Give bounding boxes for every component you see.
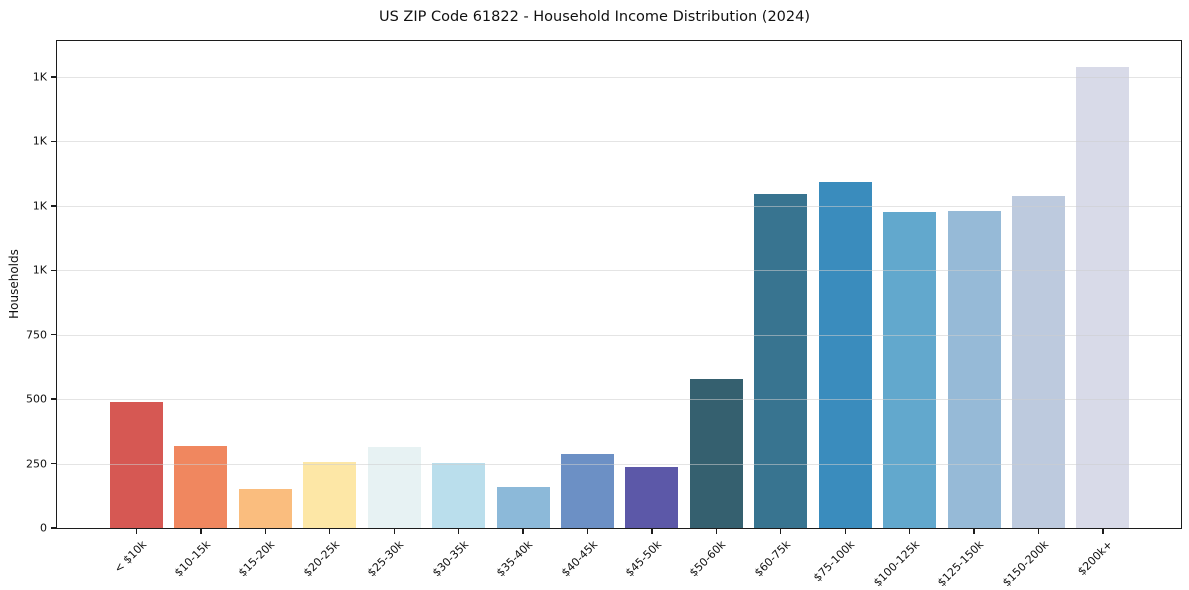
bar-$200k+ [1076,66,1130,528]
x-tick-label: $25-30k [365,538,407,580]
x-tick-label: $125-150k [935,538,987,590]
bar-$45-50k [625,467,679,528]
y-tick-label: 1K [32,70,47,84]
x-tick-label: $15-20k [236,538,278,580]
x-tick-mark [973,529,975,534]
y-tick-mark [51,76,56,78]
x-tick-mark [586,529,589,534]
bar-$125-150k [947,210,1001,528]
x-tick-label: < $10k [111,538,149,576]
x-tick-mark [135,529,138,534]
y-tick-label: 750 [26,328,47,342]
x-tick-mark [329,529,331,534]
y-tick-mark [51,140,56,143]
bar-< $10k [110,401,163,528]
plot-area [56,40,1182,529]
y-axis-label: Households [7,249,21,319]
bar-$50-60k [689,378,743,528]
bar-$150-200k [1012,196,1066,528]
chart-title: US ZIP Code 61822 - Household Income Dis… [378,9,811,25]
x-tick-label: $50-60k [687,538,729,580]
y-tick-label: 500 [26,392,47,406]
x-tick-label: $35-40k [494,538,536,580]
y-tick-mark [51,398,56,400]
x-tick-mark [200,529,202,534]
y-tick-mark [51,205,56,207]
bar-$100-125k [883,211,937,528]
x-tick-label: $30-35k [429,538,471,580]
x-tick-label: $60-75k [751,538,793,580]
bar-$40-45k [561,453,614,528]
y-tick-mark [51,269,56,272]
gridline-1500 [57,141,1181,143]
y-tick-label: 250 [26,457,47,471]
x-tick-mark [844,529,846,534]
x-tick-mark [522,529,524,534]
y-tick-label: 1K [32,263,47,277]
x-tick-label: $200k+ [1075,538,1116,579]
x-tick-mark [715,529,718,534]
x-tick-mark [1102,529,1104,534]
x-tick-label: $45-50k [622,538,665,580]
x-tick-label: $100-125k [870,538,922,590]
x-tick-mark [1037,529,1040,534]
x-tick-label: $20-25k [300,538,342,580]
x-tick-label: $75-100k [811,538,858,585]
bar-$10-15k [174,445,228,528]
y-tick-mark [51,527,56,529]
bar-$15-20k [238,489,292,528]
y-tick-mark [51,462,56,465]
x-tick-label: $150-200k [999,538,1051,590]
y-tick-mark [51,334,56,336]
bar-$60-75k [754,194,808,528]
gridline-1750 [57,77,1181,79]
bar-$30-35k [432,463,486,528]
bar-$25-30k [367,446,421,528]
x-tick-mark [264,529,267,534]
x-tick-mark [457,529,460,534]
x-tick-mark [908,529,911,534]
bar-$35-40k [496,487,550,528]
bar-$20-25k [303,461,357,528]
y-tick-label: 1K [32,199,47,213]
x-tick-mark [393,529,395,534]
bar-$75-100k [818,181,872,528]
x-tick-label: $40-45k [558,538,600,580]
x-tick-label: $10-15k [171,538,214,580]
y-tick-label: 0 [40,521,47,535]
y-tick-label: 1K [32,134,47,148]
x-tick-mark [780,529,782,534]
x-tick-mark [651,529,653,534]
